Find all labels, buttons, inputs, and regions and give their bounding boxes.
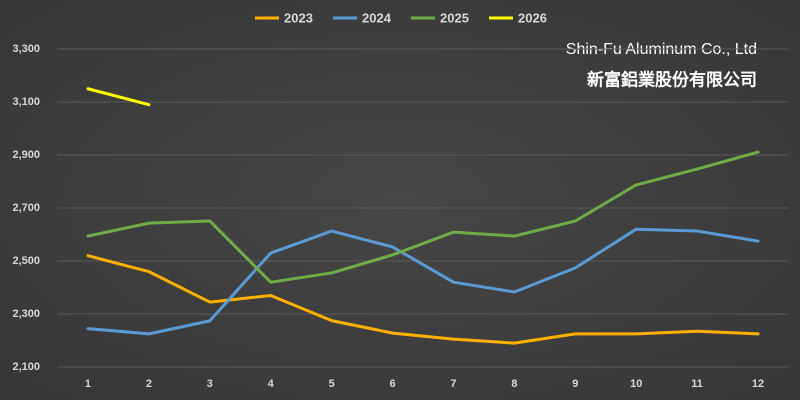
y-tick-label: 2,100: [12, 361, 40, 373]
series-line: [86, 254, 760, 345]
series-line: [86, 150, 760, 284]
x-tick-label: 3: [207, 378, 213, 390]
y-tick-label: 2,900: [12, 149, 40, 161]
y-tick-label: 3,300: [12, 43, 40, 55]
x-tick-label: 6: [389, 378, 395, 390]
x-tick-label: 10: [630, 378, 642, 390]
series-line: [86, 87, 151, 107]
x-tick-label: 2: [146, 378, 152, 390]
x-tick-label: 9: [572, 378, 578, 390]
y-tick-label: 3,100: [12, 96, 40, 108]
company-name-zh: 新富鋁業股份有限公司: [587, 69, 757, 89]
x-tick-label: 4: [268, 378, 275, 390]
x-tick-label: 1: [85, 378, 91, 390]
series-line: [86, 227, 760, 336]
x-tick-label: 7: [450, 378, 456, 390]
company-name: Shin-Fu Aluminum Co., Ltd: [566, 41, 757, 58]
legend-label: 2023: [284, 10, 313, 25]
y-tick-label: 2,300: [12, 308, 40, 320]
y-tick-label: 2,500: [12, 255, 40, 267]
legend-label: 2025: [440, 10, 469, 25]
legend-label: 2024: [362, 10, 392, 25]
legend-label: 2026: [518, 10, 547, 25]
x-tick-label: 11: [691, 378, 703, 390]
y-tick-label: 2,700: [12, 202, 40, 214]
x-tick-label: 5: [329, 378, 335, 390]
x-tick-label: 8: [511, 378, 517, 390]
x-tick-label: 12: [752, 378, 764, 390]
